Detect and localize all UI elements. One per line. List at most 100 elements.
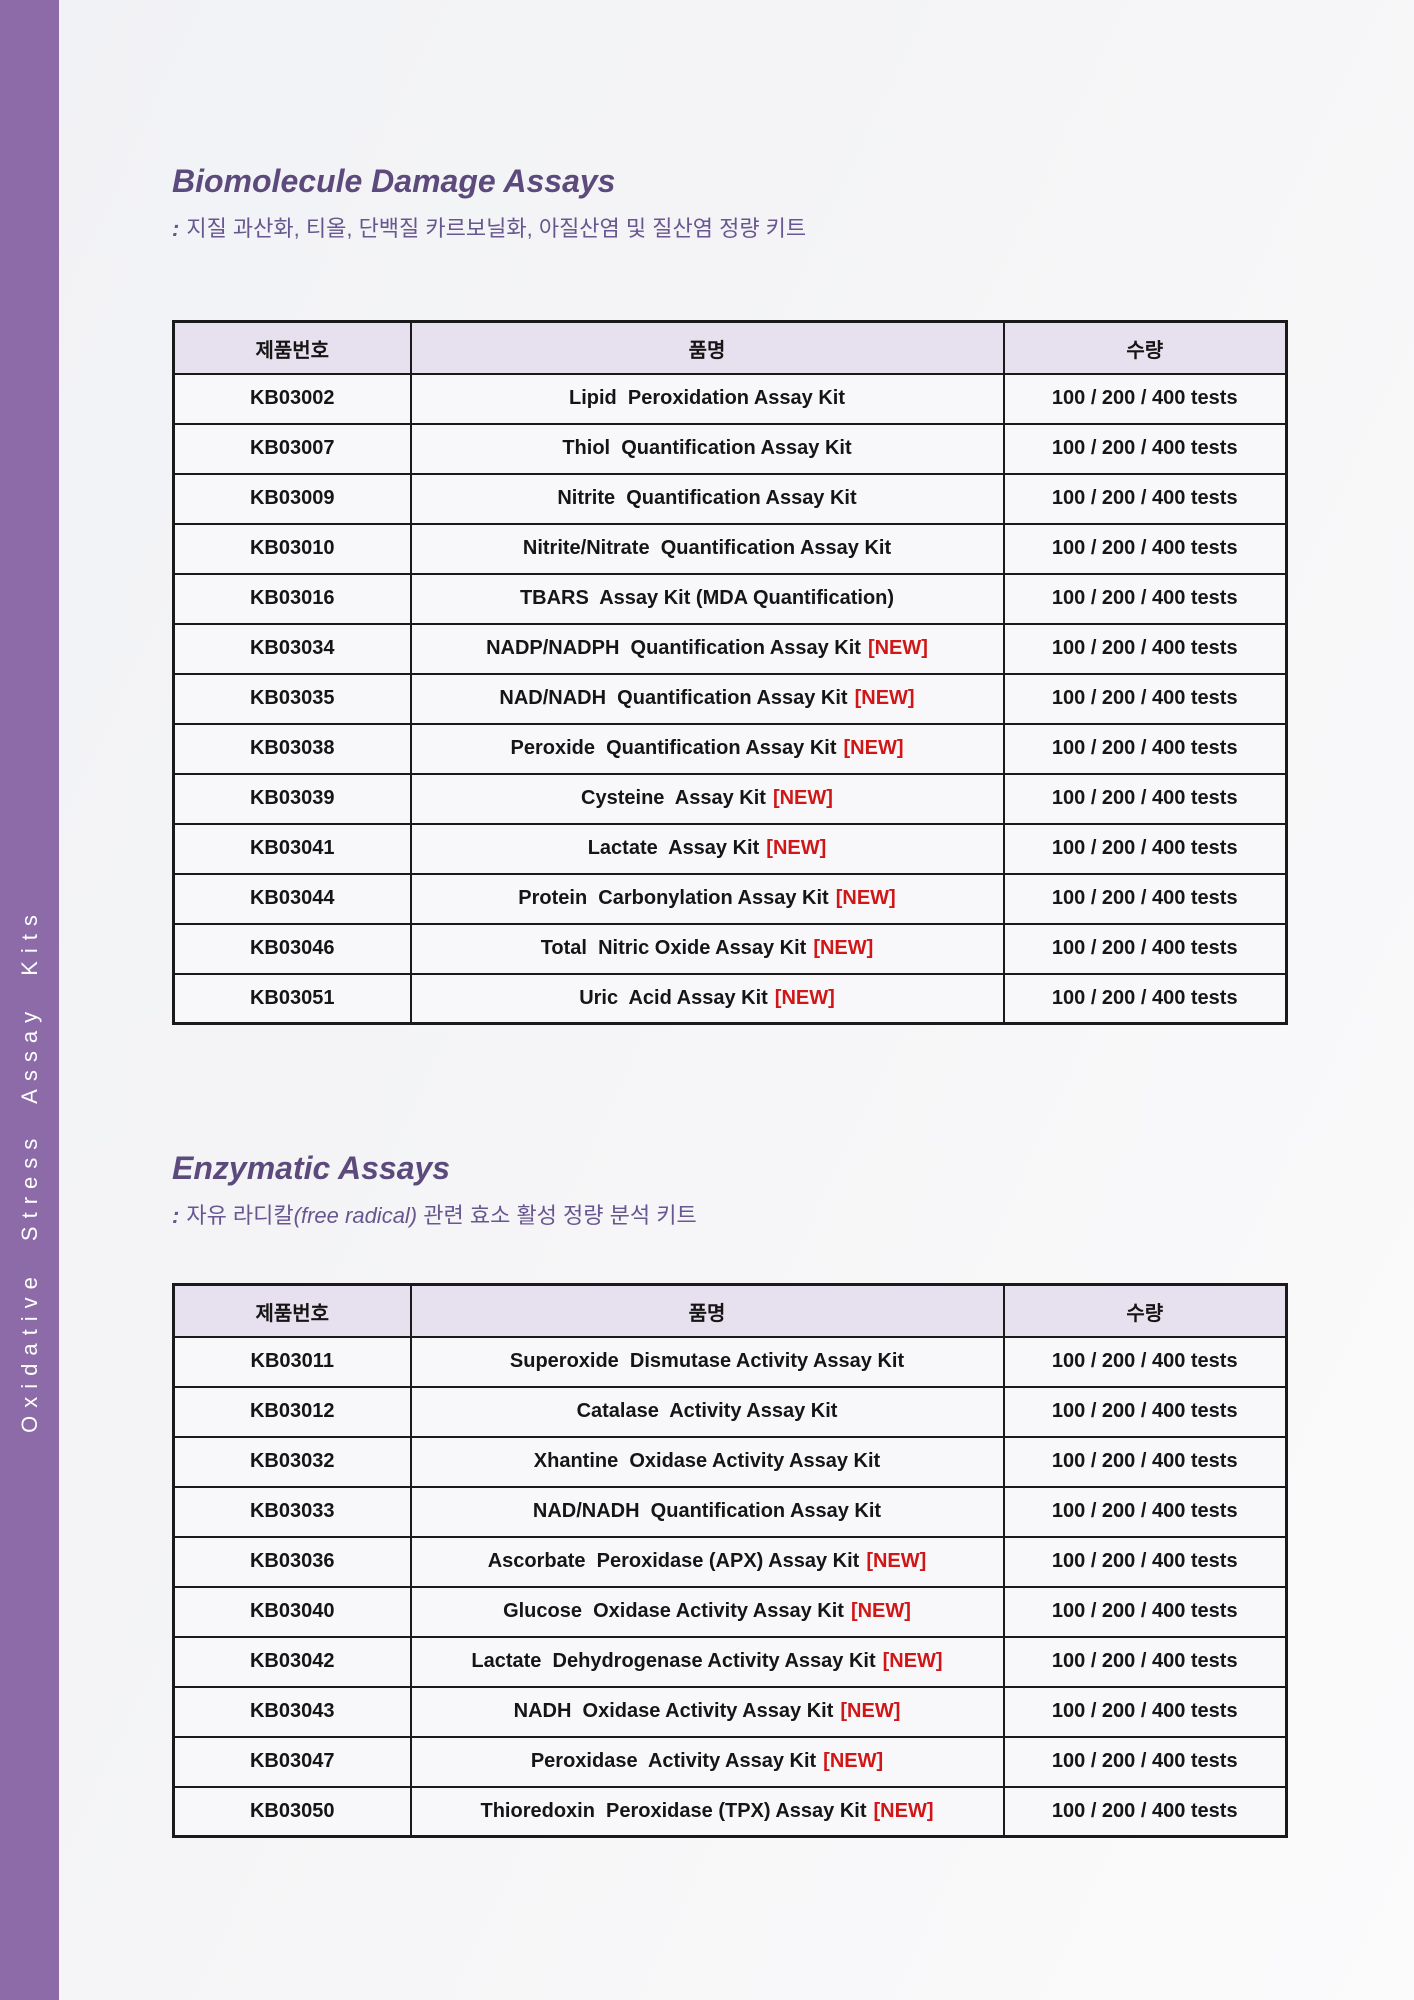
quantity-cell: 100 / 200 / 400 tests [1002,772,1288,825]
new-badge: [NEW] [840,1700,901,1723]
product-name-cell: Lactate Dehydrogenase Activity Assay Kit… [409,1635,1005,1688]
quantity-cell: 100 / 200 / 400 tests [1002,1735,1288,1788]
quantity-cell: 100 / 200 / 400 tests [1002,972,1288,1025]
product-name-cell: NADH Oxidase Activity Assay Kit [NEW] [409,1685,1005,1738]
quantity-cell: 100 / 200 / 400 tests [1002,822,1288,875]
table-row: KB03041 Lactate Assay Kit [NEW] 100 / 200 /… [172,822,1288,875]
product-name-cell: Cysteine Assay Kit [NEW] [409,772,1005,825]
new-badge: [NEW] [772,787,833,810]
table-row: KB03011 Superoxide Dismutase Activity Ass… [172,1335,1288,1388]
table-row: KB03002 Lipid Peroxidation Assay Kit 100 /… [172,372,1288,425]
quantity-cell: 100 / 200 / 400 tests [1002,672,1288,725]
table-row: KB03039 Cysteine Assay Kit [NEW] 100 / 200 … [172,772,1288,825]
product-code-cell: KB03034 [172,622,412,675]
product-code-cell: KB03036 [172,1535,412,1588]
product-code-cell: KB03011 [172,1335,412,1388]
new-badge: [NEW] [854,687,915,710]
new-badge: [NEW] [813,937,874,960]
new-badge: [NEW] [774,987,835,1010]
product-code-cell: KB03042 [172,1635,412,1688]
product-name-cell: Lactate Assay Kit [NEW] [409,822,1005,875]
product-code-cell: KB03035 [172,672,412,725]
new-badge: [NEW] [843,737,904,760]
product-name: Peroxide Quantification Assay Kit [510,737,837,760]
new-badge: [NEW] [766,837,827,860]
table-row: KB03035 NAD/NADH Quantification Assay Kit… [172,672,1288,725]
product-code-cell: KB03043 [172,1685,412,1738]
subtitle-text: 지질 과산화, 티올, 단백질 카르보닐화, 아질산염 및 질산염 정량 키트 [186,215,807,241]
product-name-cell: Peroxidase Activity Assay Kit [NEW] [409,1735,1005,1788]
product-code-cell: KB03040 [172,1585,412,1638]
product-name-cell: Xhantine Oxidase Activity Assay Kit [409,1435,1005,1488]
new-badge: [NEW] [835,887,896,910]
product-name: Nitrite/Nitrate Quantification Assay Kit [522,537,892,560]
product-name-cell: Uric Acid Assay Kit [NEW] [409,972,1005,1025]
product-code-cell: KB03010 [172,522,412,575]
product-name: Ascorbate Peroxidase (APX) Assay Kit [487,1550,860,1573]
quantity-cell: 100 / 200 / 400 tests [1002,1585,1288,1638]
product-name: Thioredoxin Peroxidase (TPX) Assay Kit [480,1800,867,1823]
product-name-cell: Ascorbate Peroxidase (APX) Assay Kit [NEW… [409,1535,1005,1588]
product-code-cell: KB03016 [172,572,412,625]
product-code-cell: KB03007 [172,422,412,475]
product-code-cell: KB03032 [172,1435,412,1488]
quantity-cell: 100 / 200 / 400 tests [1002,722,1288,775]
product-code-cell: KB03039 [172,772,412,825]
quantity-cell: 100 / 200 / 400 tests [1002,522,1288,575]
table-row: KB03038 Peroxide Quantification Assay Kit… [172,722,1288,775]
subtitle-text: 자유 라디칼 [186,1202,294,1228]
quantity-cell: 100 / 200 / 400 tests [1002,1685,1288,1738]
quantity-cell: 100 / 200 / 400 tests [1002,1535,1288,1588]
product-name: Protein Carbonylation Assay Kit [518,887,829,910]
product-code-cell: KB03047 [172,1735,412,1788]
table-header-row: 제품번호 품명 수량 [172,320,1288,375]
product-code-cell: KB03051 [172,972,412,1025]
header-quantity: 수량 [1002,320,1288,375]
product-name: Thiol Quantification Assay Kit [562,437,852,460]
quantity-cell: 100 / 200 / 400 tests [1002,372,1288,425]
product-name-cell: Lipid Peroxidation Assay Kit [409,372,1005,425]
subtitle-colon: : [172,215,180,241]
quantity-cell: 100 / 200 / 400 tests [1002,1385,1288,1438]
product-name: Cysteine Assay Kit [581,787,766,810]
product-name-cell: Nitrite/Nitrate Quantification Assay Kit [409,522,1005,575]
table-row: KB03032 Xhantine Oxidase Activity Assay K… [172,1435,1288,1488]
product-code-cell: KB03050 [172,1785,412,1838]
table-row: KB03009 Nitrite Quantification Assay Kit 1… [172,472,1288,525]
product-name: Uric Acid Assay Kit [579,987,768,1010]
table-row: KB03044 Protein Carbonylation Assay Kit [N… [172,872,1288,925]
product-code-cell: KB03038 [172,722,412,775]
header-product-code: 제품번호 [172,320,412,375]
section-title: Biomolecule Damage Assays [172,163,616,199]
product-code-cell: KB03009 [172,472,412,525]
product-name: NADH Oxidase Activity Assay Kit [513,1700,834,1723]
table-row: KB03042 Lactate Dehydrogenase Activity As… [172,1635,1288,1688]
new-badge: [NEW] [866,1550,927,1573]
table-row: KB03050 Thioredoxin Peroxidase (TPX) Assa… [172,1785,1288,1838]
header-product-code: 제품번호 [172,1283,412,1338]
table-row: KB03012 Catalase Activity Assay Kit 100 / … [172,1385,1288,1438]
table-row: KB03046 Total Nitric Oxide Assay Kit [NEW]… [172,922,1288,975]
subtitle-text-tail: 관련 효소 활성 정량 분석 키트 [417,1202,697,1228]
product-name-cell: NADP/NADPH Quantification Assay Kit [NEW] [409,622,1005,675]
product-name: Lactate Dehydrogenase Activity Assay Kit [471,1650,876,1673]
table-row: KB03033 NAD/NADH Quantification Assay Kit… [172,1485,1288,1538]
quantity-cell: 100 / 200 / 400 tests [1002,572,1288,625]
product-name: Glucose Oxidase Activity Assay Kit [503,1600,844,1623]
subtitle-colon: : [172,1202,180,1228]
table-row: KB03047 Peroxidase Activity Assay Kit [NEW… [172,1735,1288,1788]
header-quantity: 수량 [1002,1283,1288,1338]
product-name: Nitrite Quantification Assay Kit [557,487,857,510]
section-biomolecule-damage-assays: Biomolecule Damage Assays : 지질 과산화, 티올, 단… [172,163,1288,1026]
table-row: KB03016 TBARS Assay Kit (MDA Quantificati… [172,572,1288,625]
enzymatic-assays-table: 제품번호 품명 수량 KB03011 Superoxide Dismutase A… [172,1283,1288,1839]
product-code-cell: KB03044 [172,872,412,925]
product-name: NAD/NADH Quantification Assay Kit [499,687,848,710]
product-code-cell: KB03002 [172,372,412,425]
table-row: KB03007 Thiol Quantification Assay Kit 100… [172,422,1288,475]
table-header-row: 제품번호 품명 수량 [172,1283,1288,1338]
quantity-cell: 100 / 200 / 400 tests [1002,922,1288,975]
product-name: Lactate Assay Kit [587,837,760,860]
